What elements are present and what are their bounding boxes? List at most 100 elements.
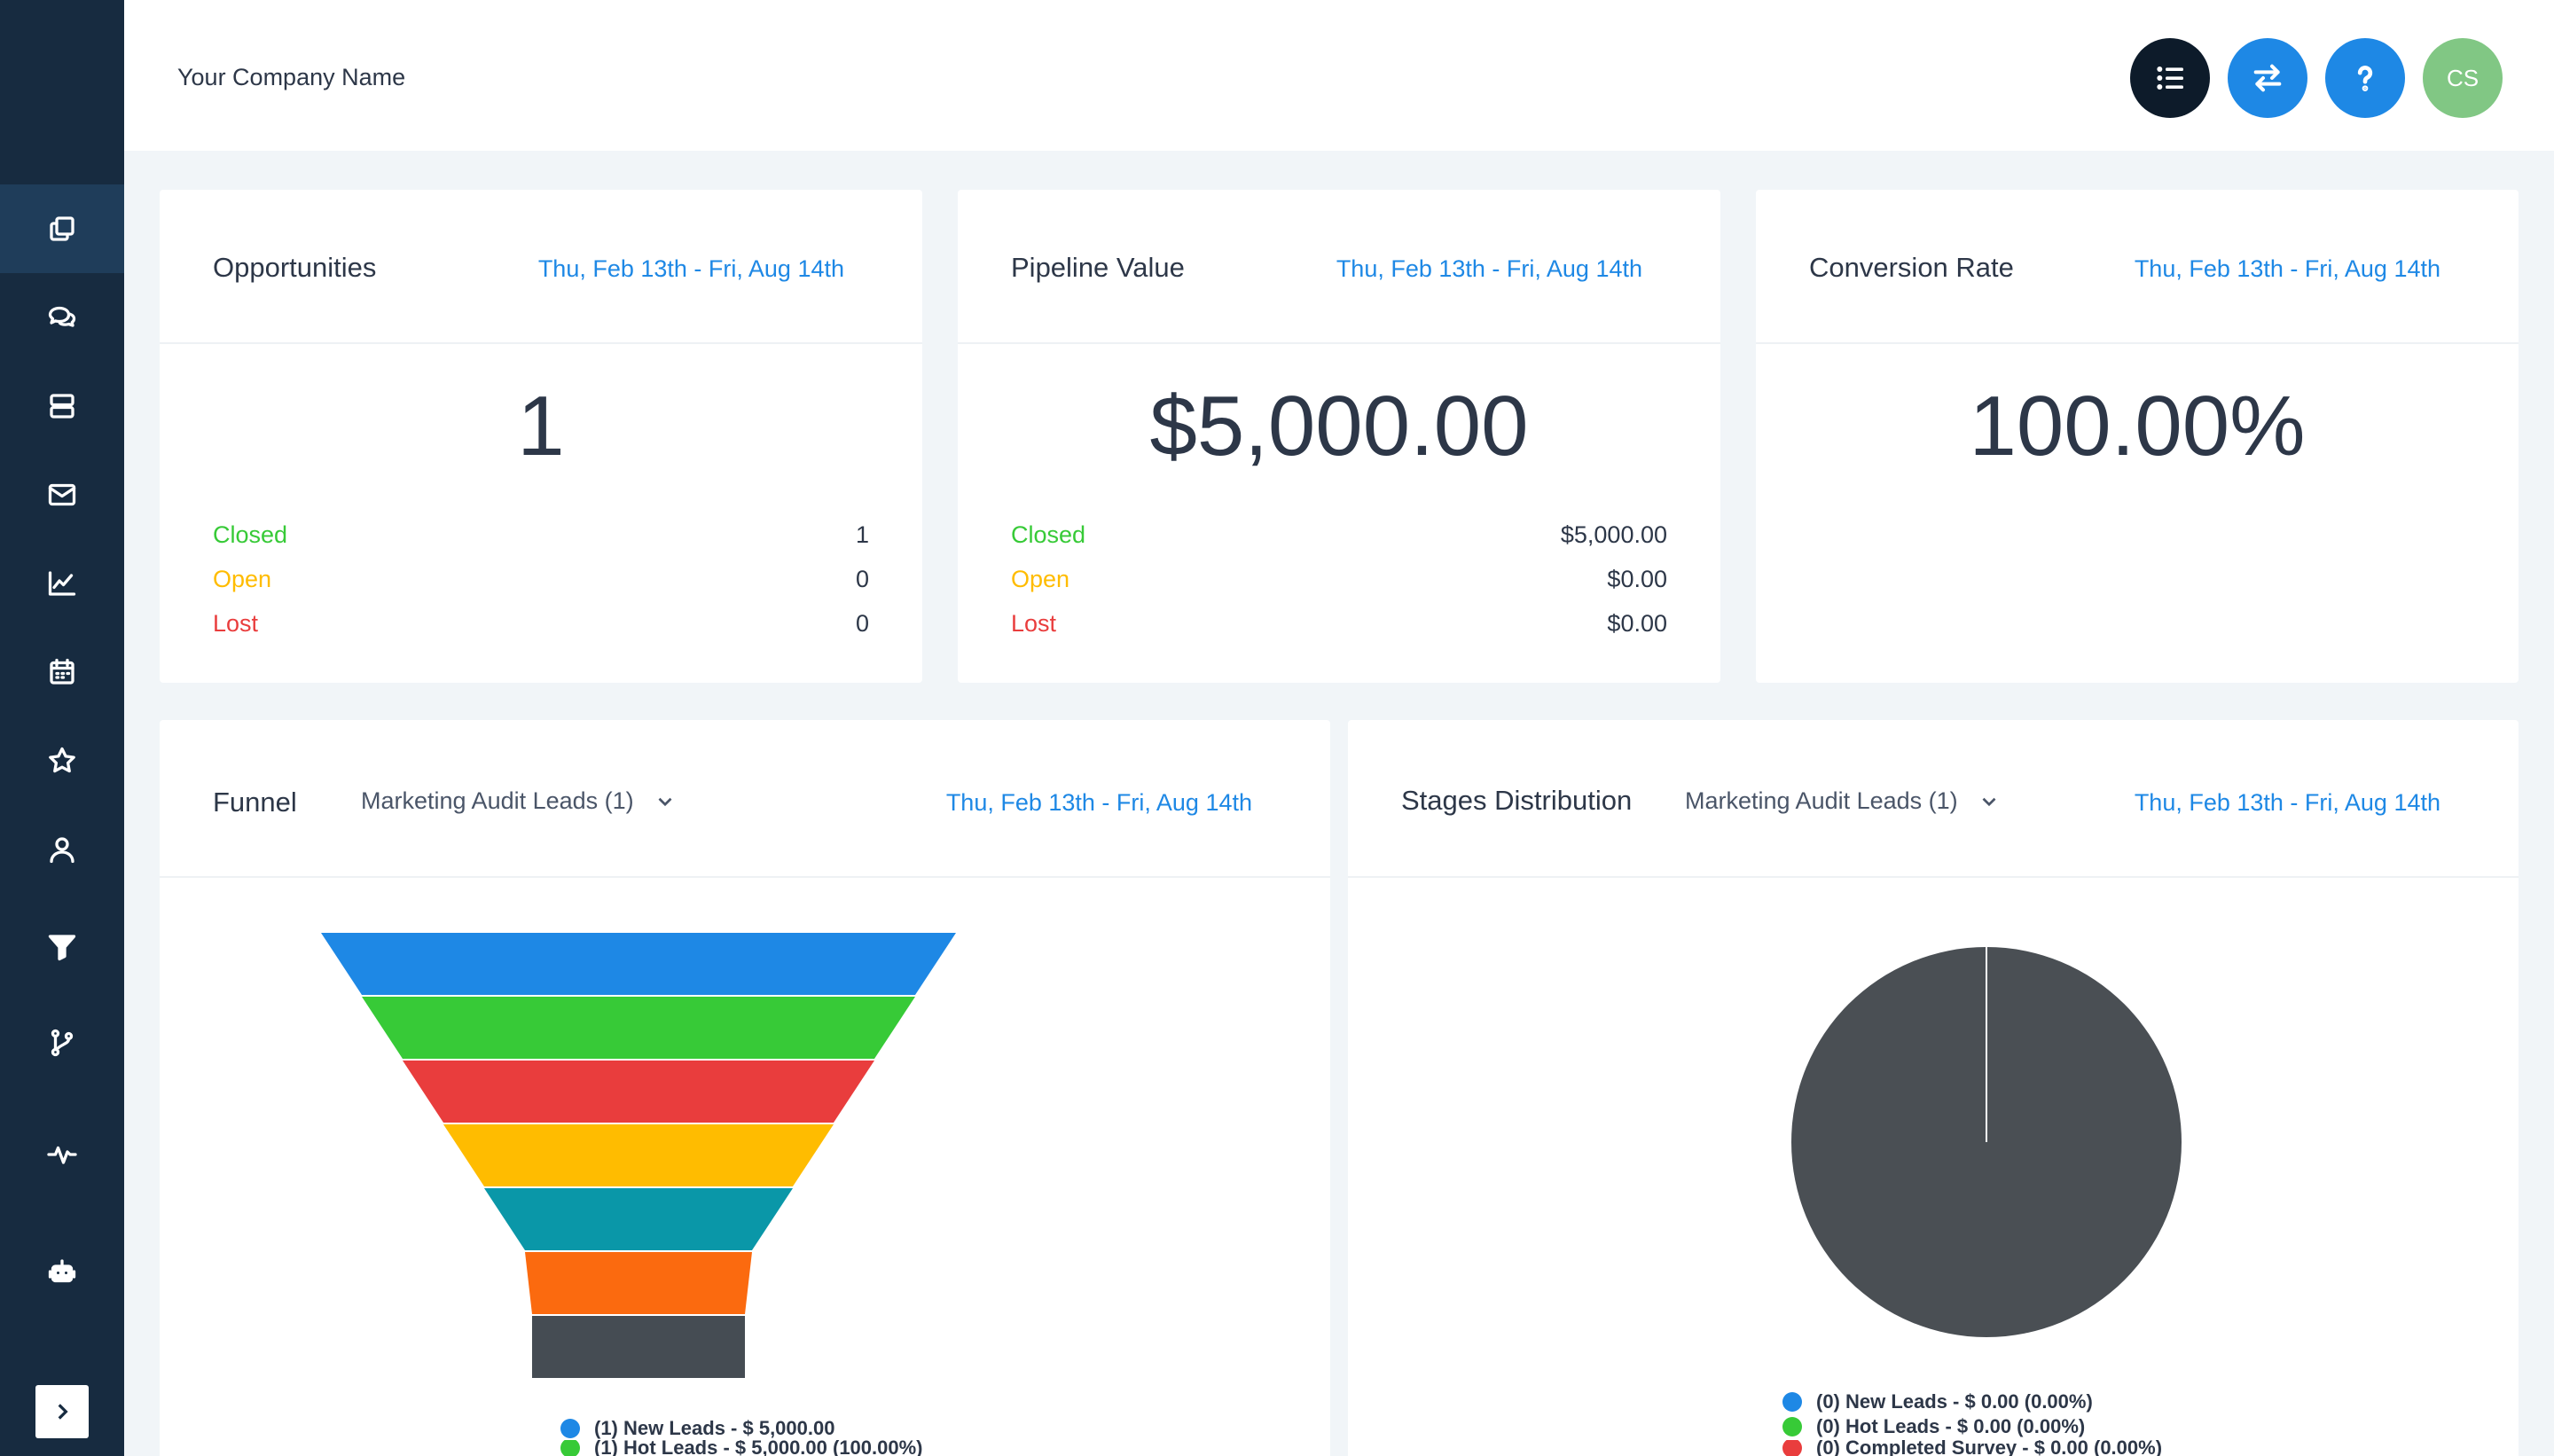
sidebar-item-calendar[interactable] bbox=[0, 628, 124, 716]
funnel-stage[interactable] bbox=[525, 1252, 752, 1314]
funnel-stage[interactable] bbox=[321, 933, 956, 995]
funnel-card: Funnel Thu, Feb 13th - Fri, Aug 14th Mar… bbox=[160, 720, 1330, 1456]
robot-icon bbox=[48, 1259, 76, 1283]
card-title: Conversion Rate bbox=[1809, 252, 2014, 283]
funnel-stage[interactable] bbox=[362, 997, 915, 1059]
swap-icon bbox=[2253, 64, 2282, 92]
opportunities-card: Opportunities Thu, Feb 13th - Fri, Aug 1… bbox=[160, 190, 922, 683]
pipeline-value: $5,000.00 bbox=[1149, 379, 1529, 474]
date-range-picker[interactable]: Thu, Feb 13th - Fri, Aug 14th bbox=[1336, 255, 1642, 282]
conversion-rate-value: 100.00% bbox=[1969, 379, 2306, 474]
chevron-right-icon bbox=[58, 1404, 68, 1420]
stat-label: Closed bbox=[213, 521, 288, 548]
conversion-rate-card: Conversion Rate Thu, Feb 13th - Fri, Aug… bbox=[1756, 190, 2519, 683]
card-title: Pipeline Value bbox=[1011, 252, 1185, 283]
legend-text: (0) New Leads - $ 0.00 (0.00%) bbox=[1816, 1390, 2093, 1413]
date-range-picker[interactable]: Thu, Feb 13th - Fri, Aug 14th bbox=[945, 789, 1252, 816]
avatar[interactable]: CS bbox=[2423, 38, 2503, 118]
chevron-down-icon bbox=[1982, 797, 1996, 806]
stat-label: Open bbox=[1011, 566, 1070, 592]
sidebar-item-activity[interactable] bbox=[0, 1110, 124, 1199]
stages-legend-item: (0) New Leads - $ 0.00 (0.00%) bbox=[1782, 1390, 2093, 1413]
stat-value: 0 bbox=[855, 566, 869, 592]
sidebar-item-reputation[interactable] bbox=[0, 716, 124, 805]
legend-dot bbox=[560, 1419, 580, 1438]
sidebar-item-bots[interactable] bbox=[0, 1227, 124, 1316]
funnel-stage[interactable] bbox=[484, 1188, 793, 1250]
legend-text: (0) Completed Survey - $ 0.00 (0.00%) bbox=[1816, 1440, 2163, 1456]
card-title: Funnel bbox=[213, 787, 297, 818]
sidebar bbox=[0, 0, 124, 1456]
stages-legend-item: (0) Hot Leads - $ 0.00 (0.00%) bbox=[1782, 1415, 2085, 1438]
legend-text: (1) New Leads - $ 5,000.00 bbox=[594, 1417, 835, 1439]
sidebar-item-funnels[interactable] bbox=[0, 903, 124, 991]
stat-row-closed: Closed 1 bbox=[213, 521, 869, 557]
filter-icon bbox=[48, 935, 76, 961]
sidebar-item-conversations[interactable] bbox=[0, 273, 124, 362]
top-bar: Your Company Name CS bbox=[124, 0, 2554, 151]
card-header: Opportunities Thu, Feb 13th - Fri, Aug 1… bbox=[160, 190, 922, 344]
stages-legend-item: (0) Completed Survey - $ 0.00 (0.00%) bbox=[1782, 1440, 2162, 1456]
list-icon bbox=[2157, 67, 2183, 90]
funnel-stage[interactable] bbox=[403, 1061, 874, 1123]
pipeline-select[interactable]: Marketing Audit Leads (1) bbox=[361, 787, 677, 815]
legend-text: (1) Hot Leads - $ 5,000.00 (100.00%) bbox=[594, 1440, 923, 1456]
sidebar-item-reporting[interactable] bbox=[0, 539, 124, 628]
sidebar-collapse-button[interactable] bbox=[35, 1385, 89, 1438]
legend-text: (0) Hot Leads - $ 0.00 (0.00%) bbox=[1816, 1415, 2086, 1437]
legend-dot bbox=[1782, 1440, 1802, 1456]
stat-label: Lost bbox=[213, 610, 259, 637]
funnel-legend-item: (1) New Leads - $ 5,000.00 bbox=[560, 1417, 834, 1440]
star-icon bbox=[49, 747, 75, 773]
funnel-stage[interactable] bbox=[532, 1316, 745, 1378]
stat-label: Lost bbox=[1011, 610, 1057, 637]
switch-account-button[interactable] bbox=[2228, 38, 2307, 118]
sidebar-item-database[interactable] bbox=[0, 362, 124, 450]
card-title: Stages Distribution bbox=[1401, 785, 1633, 816]
sidebar-item-mail[interactable] bbox=[0, 450, 124, 539]
date-range-picker[interactable]: Thu, Feb 13th - Fri, Aug 14th bbox=[537, 255, 844, 282]
stat-row-lost: Lost $0.00 bbox=[1011, 610, 1667, 646]
pipeline-select[interactable]: Marketing Audit Leads (1) bbox=[1685, 787, 2001, 815]
stat-row-closed: Closed $5,000.00 bbox=[1011, 521, 1667, 557]
chart-line-icon bbox=[48, 571, 76, 596]
card-header: Stages Distribution Thu, Feb 13th - Fri,… bbox=[1348, 720, 2519, 878]
sidebar-item-workflows[interactable] bbox=[0, 998, 124, 1087]
date-range-picker[interactable]: Thu, Feb 13th - Fri, Aug 14th bbox=[2134, 255, 2440, 282]
stages-pie-chart bbox=[1791, 947, 2182, 1337]
stat-row-lost: Lost 0 bbox=[213, 610, 869, 646]
stat-label: Open bbox=[213, 566, 272, 592]
company-name: Your Company Name bbox=[177, 64, 406, 90]
card-header: Funnel Thu, Feb 13th - Fri, Aug 14th bbox=[160, 720, 1330, 878]
date-range-picker[interactable]: Thu, Feb 13th - Fri, Aug 14th bbox=[2134, 789, 2440, 816]
mail-icon bbox=[48, 483, 76, 506]
stat-row-open: Open $0.00 bbox=[1011, 566, 1667, 601]
stat-label: Closed bbox=[1011, 521, 1086, 548]
funnel-stage[interactable] bbox=[443, 1124, 834, 1186]
card-title: Opportunities bbox=[213, 252, 377, 283]
stat-value: 1 bbox=[855, 521, 869, 548]
legend-dot bbox=[560, 1440, 580, 1456]
sidebar-item-contacts[interactable] bbox=[0, 805, 124, 894]
question-icon bbox=[2357, 66, 2373, 91]
stat-value: $5,000.00 bbox=[1560, 521, 1667, 548]
opportunities-value: 1 bbox=[517, 379, 565, 474]
card-header: Conversion Rate Thu, Feb 13th - Fri, Aug… bbox=[1756, 190, 2519, 344]
sidebar-item-opportunities[interactable] bbox=[0, 184, 124, 273]
legend-dot bbox=[1782, 1392, 1802, 1412]
chat-icon bbox=[48, 306, 76, 327]
stat-value: 0 bbox=[855, 610, 869, 637]
help-button[interactable] bbox=[2325, 38, 2405, 118]
list-view-button[interactable] bbox=[2130, 38, 2210, 118]
chevron-down-icon bbox=[658, 797, 672, 806]
pipeline-select-value: Marketing Audit Leads (1) bbox=[1685, 787, 1958, 814]
funnel-legend-item: (1) Hot Leads - $ 5,000.00 (100.00%) bbox=[560, 1440, 923, 1456]
copy-icon bbox=[50, 216, 74, 241]
stages-distribution-card: Stages Distribution Thu, Feb 13th - Fri,… bbox=[1348, 720, 2519, 1456]
pipeline-value-card: Pipeline Value Thu, Feb 13th - Fri, Aug … bbox=[958, 190, 1720, 683]
stat-row-open: Open 0 bbox=[213, 566, 869, 601]
stat-value: $0.00 bbox=[1607, 566, 1667, 592]
user-icon bbox=[50, 837, 74, 864]
calendar-icon bbox=[50, 658, 74, 685]
activity-icon bbox=[47, 1146, 77, 1164]
